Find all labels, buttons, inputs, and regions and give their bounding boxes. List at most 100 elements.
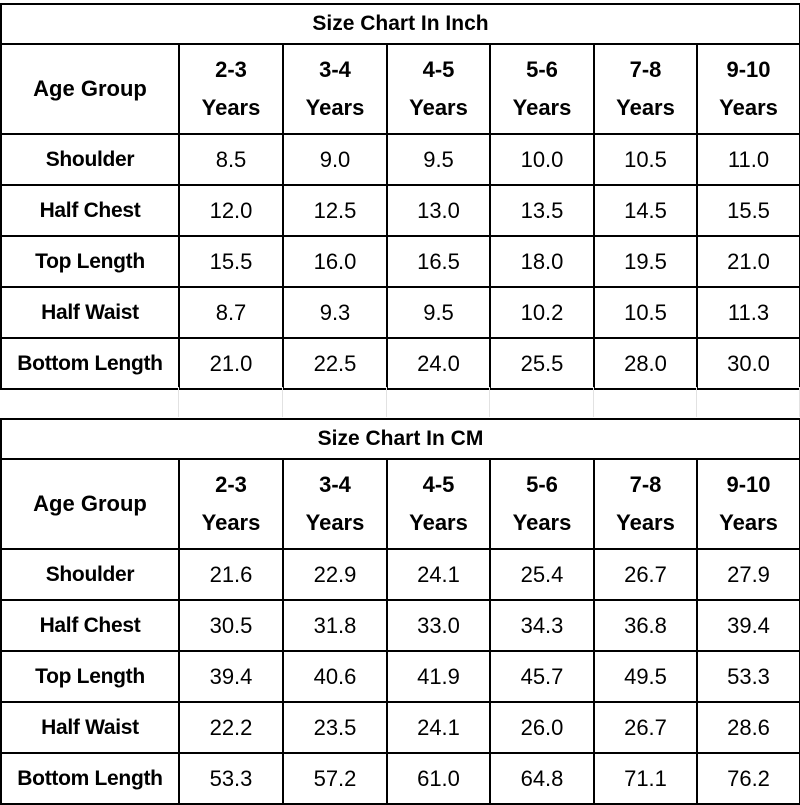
- table-cell: 15.5: [178, 235, 284, 288]
- size-chart-inch: Size Chart In Inch Age Group 2-3 Years 3-…: [0, 3, 800, 390]
- row-label: Top Length: [0, 650, 180, 703]
- row-label: Half Chest: [0, 599, 180, 652]
- table-cell: 10.0: [489, 133, 595, 186]
- table-cell: 13.0: [386, 184, 491, 237]
- table-cell: 31.8: [282, 599, 388, 652]
- table-row: Half Chest 30.5 31.8 33.0 34.3 36.8 39.4: [0, 599, 800, 652]
- table-cell: 11.3: [695, 286, 800, 339]
- header-row: Age Group 2-3 Years 3-4 Years 4-5 Years 5-6…: [0, 43, 800, 135]
- size-chart-cm: Size Chart In CM Age Group 2-3 Years 3-4 Y…: [0, 418, 800, 805]
- row-label: Shoulder: [0, 133, 180, 186]
- table-cell: 40.6: [282, 650, 388, 703]
- row-label: Half Chest: [0, 184, 180, 237]
- table-cell: 30.0: [695, 337, 800, 390]
- age-column-header: 7-8 Years: [593, 458, 698, 550]
- table-cell: 61.0: [386, 752, 491, 805]
- row-label: Half Waist: [0, 286, 180, 339]
- table-title: Size Chart In Inch: [0, 3, 800, 45]
- table-cell: 41.9: [386, 650, 491, 703]
- age-unit: Years: [512, 510, 572, 535]
- age-range: 5-6: [526, 57, 558, 82]
- age-unit: Years: [201, 510, 261, 535]
- table-title: Size Chart In CM: [0, 418, 800, 460]
- age-column-header: 4-5 Years: [386, 43, 491, 135]
- table-cell: 9.3: [282, 286, 388, 339]
- table-cell: 53.3: [695, 650, 800, 703]
- age-range: 4-5: [422, 57, 455, 82]
- table-row: Shoulder 8.5 9.0 9.5 10.0 10.5 11.0: [0, 133, 800, 186]
- table-row: Half Waist 22.2 23.5 24.1 26.0 26.7 28.6: [0, 701, 800, 754]
- age-unit: Years: [409, 95, 468, 120]
- age-column-header: 2-3 Years: [178, 458, 284, 550]
- table-cell: 39.4: [695, 599, 800, 652]
- header-row: Age Group 2-3 Years 3-4 Years 4-5 Years 5-6…: [0, 458, 800, 550]
- row-label: Bottom Length: [0, 337, 180, 390]
- age-group-header: Age Group: [0, 43, 180, 135]
- table-cell: 76.2: [695, 752, 800, 805]
- table-cell: 19.5: [593, 235, 698, 288]
- table-cell: 8.5: [178, 133, 284, 186]
- table-cell: 13.5: [489, 184, 595, 237]
- age-group-header: Age Group: [0, 458, 180, 550]
- table-cell: 26.0: [489, 701, 595, 754]
- age-range: 9-10: [726, 57, 771, 82]
- table-cell: 28.0: [593, 337, 698, 390]
- table-cell: 57.2: [282, 752, 388, 805]
- table-cell: 21.0: [178, 337, 284, 390]
- table-cell: 49.5: [593, 650, 698, 703]
- age-range: 2-3: [215, 472, 247, 497]
- age-column-header: 3-4 Years: [282, 43, 388, 135]
- table-cell: 21.0: [695, 235, 800, 288]
- table-cell: 16.5: [386, 235, 491, 288]
- table-cell: 25.5: [489, 337, 595, 390]
- age-column-header: 7-8 Years: [593, 43, 698, 135]
- table-cell: 22.2: [178, 701, 284, 754]
- table-cell: 12.5: [282, 184, 388, 237]
- table-row: Half Chest 12.0 12.5 13.0 13.5 14.5 15.5: [0, 184, 800, 237]
- table-row: Top Length 39.4 40.6 41.9 45.7 49.5 53.3: [0, 650, 800, 703]
- table-cell: 11.0: [695, 133, 800, 186]
- table-row: Shoulder 21.6 22.9 24.1 25.4 26.7 27.9: [0, 548, 800, 601]
- table-cell: 22.5: [282, 337, 388, 390]
- row-label: Bottom Length: [0, 752, 180, 805]
- age-range: 7-8: [629, 57, 662, 82]
- table-cell: 24.1: [386, 701, 491, 754]
- size-table-cm: Size Chart In CM Age Group 2-3 Years 3-4 Y…: [0, 418, 800, 805]
- table-cell: 10.5: [593, 133, 698, 186]
- table-cell: 24.1: [386, 548, 491, 601]
- age-unit: Years: [719, 95, 778, 120]
- age-column-header: 4-5 Years: [386, 458, 491, 550]
- age-unit: Years: [512, 95, 572, 120]
- table-cell: 26.7: [593, 701, 698, 754]
- table-cell: 12.0: [178, 184, 284, 237]
- age-range: 7-8: [629, 472, 662, 497]
- size-table-inch: Size Chart In Inch Age Group 2-3 Years 3-…: [0, 3, 800, 390]
- table-cell: 39.4: [178, 650, 284, 703]
- table-cell: 24.0: [386, 337, 491, 390]
- age-unit: Years: [201, 95, 261, 120]
- table-cell: 36.8: [593, 599, 698, 652]
- table-cell: 9.5: [386, 286, 491, 339]
- table-cell: 26.7: [593, 548, 698, 601]
- row-label: Top Length: [0, 235, 180, 288]
- table-cell: 9.5: [386, 133, 491, 186]
- table-cell: 16.0: [282, 235, 388, 288]
- age-range: 5-6: [526, 472, 558, 497]
- table-cell: 71.1: [593, 752, 698, 805]
- row-label: Half Waist: [0, 701, 180, 754]
- table-cell: 14.5: [593, 184, 698, 237]
- table-cell: 33.0: [386, 599, 491, 652]
- age-column-header: 5-6 Years: [489, 43, 595, 135]
- table-row: Top Length 15.5 16.0 16.5 18.0 19.5 21.0: [0, 235, 800, 288]
- age-unit: Years: [616, 95, 675, 120]
- table-cell: 25.4: [489, 548, 595, 601]
- age-unit: Years: [719, 510, 778, 535]
- table-cell: 15.5: [695, 184, 800, 237]
- age-unit: Years: [305, 510, 365, 535]
- age-column-header: 9-10 Years: [695, 458, 800, 550]
- age-range: 4-5: [422, 472, 455, 497]
- table-cell: 23.5: [282, 701, 388, 754]
- age-column-header: 2-3 Years: [178, 43, 284, 135]
- age-range: 9-10: [726, 472, 771, 497]
- table-cell: 28.6: [695, 701, 800, 754]
